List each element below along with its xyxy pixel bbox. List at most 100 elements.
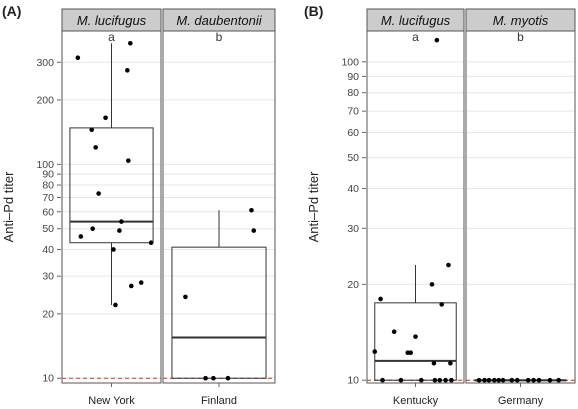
facet-strip-label: M. myotis: [493, 13, 549, 28]
x-category-label: Germany: [498, 395, 544, 407]
group-letter: b: [216, 30, 223, 44]
y-tick-label: 90: [42, 169, 54, 181]
data-point: [126, 158, 131, 163]
data-point: [398, 377, 404, 383]
data-point: [378, 296, 383, 302]
data-point: [492, 377, 497, 383]
facet-border: [366, 30, 465, 384]
data-point: [372, 349, 378, 354]
data-point: [183, 294, 188, 300]
x-category-label: Finland: [201, 395, 237, 407]
y-tick-label: 30: [347, 223, 359, 235]
data-point: [434, 37, 440, 43]
data-point: [89, 127, 94, 133]
data-point: [103, 115, 108, 121]
panel-label: (B): [304, 3, 323, 19]
data-point: [531, 377, 536, 383]
data-point: [500, 377, 506, 383]
y-tick-label: 40: [42, 244, 54, 256]
y-tick-label: 90: [347, 71, 359, 83]
y-tick-label: 70: [347, 106, 359, 118]
data-point: [380, 377, 385, 383]
y-tick-label: 50: [42, 223, 54, 235]
y-tick-label: 60: [42, 206, 54, 218]
data-point: [75, 55, 81, 61]
y-tick-label: 10: [42, 373, 54, 385]
data-point: [556, 377, 561, 383]
y-tick-label: 20: [42, 308, 54, 320]
data-point: [117, 228, 122, 233]
data-point: [93, 145, 98, 150]
data-point: [225, 375, 231, 381]
y-axis-title: Anti–Pd titer: [306, 171, 321, 242]
data-point: [78, 234, 84, 239]
data-point: [203, 375, 208, 381]
data-point: [525, 377, 531, 383]
data-point: [251, 228, 257, 233]
data-point: [129, 283, 134, 289]
y-tick-label: 70: [42, 192, 54, 204]
data-point: [536, 377, 542, 383]
data-point: [429, 282, 435, 287]
panel-b: (B) Anti–Pd titer 10 20 30 40 50 60 70 80 90 100 M. …: [304, 3, 576, 407]
facet-strip-label: M. lucifugus: [381, 13, 451, 28]
data-point: [211, 375, 216, 381]
data-point: [443, 377, 448, 383]
y-tick-label: 30: [42, 271, 54, 283]
data-point: [125, 68, 130, 73]
data-point: [148, 240, 154, 246]
x-category-label: New York: [88, 395, 135, 407]
box-iqr: [374, 302, 457, 381]
data-point: [391, 329, 397, 335]
y-tick-label: 60: [347, 127, 359, 139]
data-point: [413, 334, 418, 339]
data-point: [486, 377, 492, 383]
y-axis-title: Anti–Pd titer: [1, 171, 16, 242]
data-point: [439, 302, 444, 307]
data-point: [547, 377, 553, 383]
y-tick-label: 100: [341, 56, 359, 68]
y-tick-label: 40: [347, 183, 359, 195]
box-iqr: [171, 246, 267, 379]
y-tick-label: 80: [347, 87, 359, 99]
y-tick-label: 100: [36, 159, 54, 171]
data-point: [111, 247, 116, 252]
panel-label: (A): [2, 3, 21, 19]
data-point: [437, 377, 443, 383]
data-point: [113, 302, 118, 308]
group-letter: a: [412, 30, 419, 44]
data-point: [449, 377, 454, 383]
y-tick-label: 50: [347, 152, 359, 164]
facet-strip-label: M. lucifugus: [77, 13, 147, 28]
data-point: [482, 377, 487, 383]
y-tick-label: 200: [36, 94, 54, 106]
data-point: [432, 377, 438, 383]
group-letter: a: [108, 30, 115, 44]
data-point: [448, 361, 453, 366]
data-point: [419, 377, 424, 383]
y-tick-label: 80: [42, 180, 54, 192]
group-letter: b: [517, 30, 524, 44]
y-tick-label: 300: [36, 57, 54, 69]
data-point: [509, 377, 515, 383]
facet-strip-label: M. daubentonii: [176, 13, 262, 28]
data-point: [249, 207, 254, 213]
data-point: [514, 377, 520, 383]
x-category-label: Kentucky: [393, 395, 439, 407]
data-point: [496, 377, 502, 383]
data-point: [408, 350, 413, 356]
box-iqr: [69, 127, 154, 244]
data-point: [431, 361, 437, 366]
data-point: [446, 262, 451, 268]
data-point: [128, 40, 133, 46]
y-tick-label: 20: [347, 279, 359, 291]
data-point: [476, 377, 482, 383]
data-point: [90, 226, 95, 232]
data-point: [96, 191, 101, 196]
data-point: [119, 219, 124, 224]
data-point: [138, 280, 144, 285]
facet-border: [162, 30, 276, 384]
y-tick-label: 10: [347, 375, 359, 387]
